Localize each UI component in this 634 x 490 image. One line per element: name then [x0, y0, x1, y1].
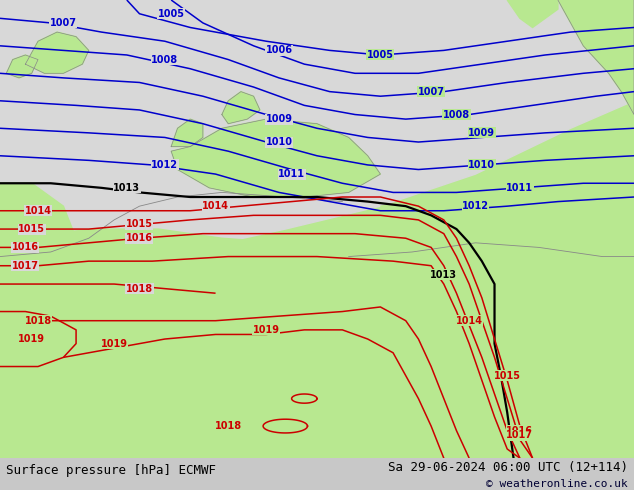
Text: 1019: 1019: [253, 325, 280, 335]
Text: 1005: 1005: [367, 50, 394, 60]
Text: 1017: 1017: [507, 430, 533, 440]
Text: 1016: 1016: [126, 233, 153, 243]
Text: 1013: 1013: [113, 183, 140, 193]
Text: 1009: 1009: [266, 114, 292, 124]
Text: 1018: 1018: [25, 316, 51, 326]
Text: 1010: 1010: [469, 160, 495, 170]
Polygon shape: [222, 92, 260, 123]
Text: 1009: 1009: [469, 128, 495, 138]
Polygon shape: [0, 298, 634, 458]
Text: 1016: 1016: [507, 426, 533, 436]
Text: 1008: 1008: [443, 110, 470, 120]
Text: 1006: 1006: [266, 46, 292, 55]
Polygon shape: [0, 183, 76, 261]
Text: 1015: 1015: [126, 220, 153, 229]
Text: Surface pressure [hPa] ECMWF: Surface pressure [hPa] ECMWF: [6, 464, 216, 477]
Polygon shape: [558, 0, 634, 115]
Polygon shape: [25, 32, 89, 74]
Text: 1014: 1014: [202, 201, 229, 211]
Text: 1012: 1012: [462, 201, 489, 211]
Text: 1019: 1019: [101, 339, 127, 348]
Polygon shape: [507, 0, 558, 27]
Text: © weatheronline.co.uk: © weatheronline.co.uk: [486, 479, 628, 489]
Polygon shape: [380, 138, 634, 243]
Polygon shape: [6, 55, 38, 78]
Text: 1007: 1007: [50, 18, 77, 28]
Text: 1012: 1012: [152, 160, 178, 170]
Polygon shape: [0, 0, 634, 261]
Polygon shape: [171, 119, 203, 147]
Text: 1016: 1016: [12, 243, 39, 252]
Text: 1015: 1015: [494, 370, 521, 381]
Text: 1014: 1014: [25, 206, 51, 216]
Text: 1005: 1005: [158, 9, 184, 19]
Polygon shape: [171, 119, 380, 197]
Text: 1019: 1019: [18, 334, 45, 344]
Text: 1008: 1008: [152, 54, 178, 65]
Text: 1007: 1007: [418, 87, 444, 97]
Text: 1011: 1011: [507, 183, 533, 193]
Text: 1010: 1010: [266, 137, 292, 147]
Polygon shape: [0, 229, 634, 458]
Text: 1018: 1018: [126, 284, 153, 294]
Text: 1018: 1018: [215, 421, 242, 431]
Text: Sa 29-06-2024 06:00 UTC (12+114): Sa 29-06-2024 06:00 UTC (12+114): [387, 461, 628, 473]
Text: 1013: 1013: [430, 270, 457, 280]
Text: 1011: 1011: [278, 169, 305, 179]
Text: 1017: 1017: [12, 261, 39, 271]
Text: 1015: 1015: [18, 224, 45, 234]
Text: 1014: 1014: [456, 316, 482, 326]
